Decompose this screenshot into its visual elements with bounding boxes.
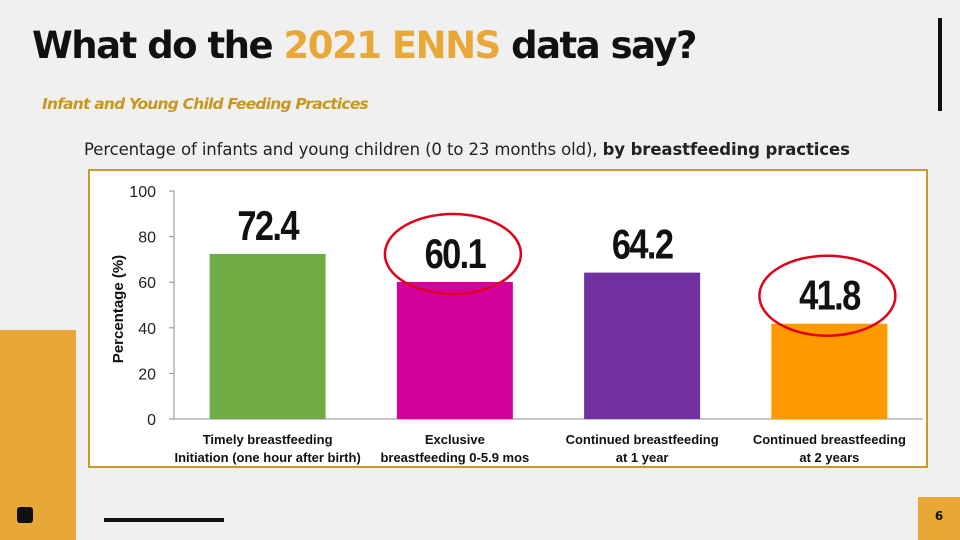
y-tick-label: 0: [147, 412, 156, 429]
category-label-2: breastfeeding 0-5.9 mos: [380, 450, 529, 465]
decorative-bottom-line: [104, 518, 224, 522]
bar-3: [584, 272, 701, 419]
title-highlight: 2021 ENNS: [283, 24, 501, 67]
bar-4: [771, 323, 888, 419]
caption-text: Percentage of infants and young children…: [84, 140, 603, 159]
y-tick-label: 80: [138, 230, 156, 247]
y-axis-title: Percentage (%): [110, 255, 127, 363]
bar-chart: 0 20 40 60 80 100 Percentage (%) 72.4 Timely bre…: [110, 184, 923, 465]
data-label-3: 64.2: [612, 221, 673, 268]
title-prefix: What do the: [32, 24, 284, 67]
slide-subtitle: Infant and Young Child Feeding Practices: [42, 95, 369, 113]
y-tick-label: 40: [138, 321, 156, 338]
data-label-1: 72.4: [237, 203, 300, 250]
data-label-2: 60.1: [425, 231, 487, 278]
page-number-box: [918, 497, 960, 540]
decorative-vertical-bar: [938, 18, 942, 111]
y-tick-label: 20: [138, 366, 156, 383]
decorative-left-block: [0, 330, 76, 540]
category-label-1: Timely breastfeeding: [203, 432, 333, 447]
chart-caption: Percentage of infants and young children…: [84, 140, 850, 159]
chart-frame: 0 20 40 60 80 100 Percentage (%) 72.4 Timely bre…: [88, 169, 928, 468]
category-label-2: Exclusive: [425, 432, 485, 447]
bar-2: [396, 281, 513, 419]
category-label-3: Continued breastfeeding: [566, 432, 719, 447]
y-tick-label: 60: [138, 275, 156, 292]
title-suffix: data say?: [499, 24, 697, 67]
category-label-4: Continued breastfeeding: [753, 432, 906, 447]
category-label-4: at 2 years: [799, 450, 859, 465]
page-number: 6: [934, 509, 944, 523]
category-label-1: Initiation (one hour after birth): [174, 450, 360, 465]
caption-bold-text: by breastfeeding practices: [602, 140, 850, 159]
bar-1: [209, 253, 326, 419]
decorative-square-icon: [17, 507, 33, 523]
highlight-circle-2: [383, 212, 523, 296]
slide-title: What do the 2021 ENNS data say?: [32, 24, 698, 67]
highlight-circle-4: [758, 254, 897, 337]
category-label-3: at 1 year: [616, 450, 669, 465]
y-tick-label: 100: [129, 184, 156, 201]
data-label-4: 41.8: [799, 273, 861, 320]
